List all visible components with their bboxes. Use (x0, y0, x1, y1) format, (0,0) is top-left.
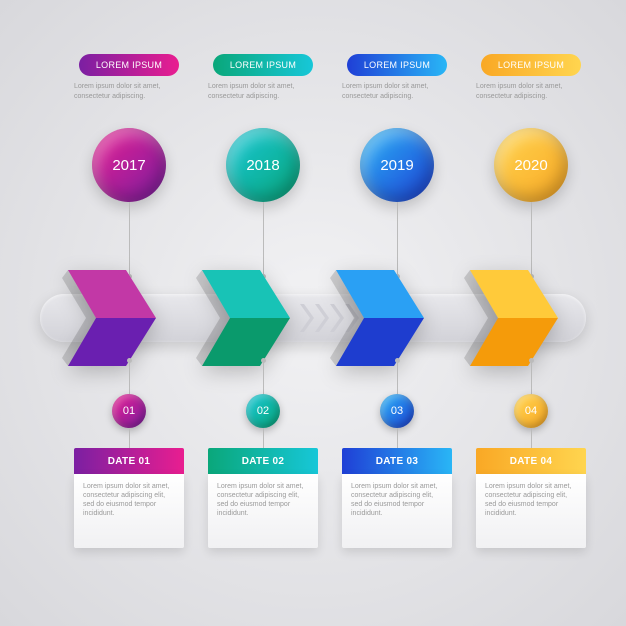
top-title-pill: LOREM IPSUM (347, 54, 447, 76)
chevron-icon (464, 270, 564, 371)
detail-card: Lorem ipsum dolor sit amet, consectetur … (476, 474, 586, 548)
top-title-pill: LOREM IPSUM (481, 54, 581, 76)
year-circle: 2020 (494, 128, 568, 202)
date-header: DATE 03 (342, 448, 452, 474)
top-title-pill: LOREM IPSUM (213, 54, 313, 76)
top-title-pill: LOREM IPSUM (79, 54, 179, 76)
mini-chevron-icon (315, 304, 329, 332)
detail-card: Lorem ipsum dolor sit amet, consectetur … (208, 474, 318, 548)
top-body-text: Lorem ipsum dolor sit amet, consectetur … (476, 82, 586, 102)
chevron-icon (62, 270, 162, 371)
year-circle: 2017 (92, 128, 166, 202)
connector-line (531, 428, 532, 448)
detail-card: Lorem ipsum dolor sit amet, consectetur … (74, 474, 184, 548)
step-badge: 02 (246, 394, 280, 428)
year-circle: 2018 (226, 128, 300, 202)
date-header: DATE 01 (74, 448, 184, 474)
top-body-text: Lorem ipsum dolor sit amet, consectetur … (342, 82, 452, 102)
step-badge: 03 (380, 394, 414, 428)
timeline-infographic: LOREM IPSUM Lorem ipsum dolor sit amet, c… (0, 0, 626, 626)
detail-card: Lorem ipsum dolor sit amet, consectetur … (342, 474, 452, 548)
connector-line (263, 428, 264, 448)
step-badge: 01 (112, 394, 146, 428)
year-circle: 2019 (360, 128, 434, 202)
top-body-text: Lorem ipsum dolor sit amet, consectetur … (74, 82, 184, 102)
connector-line (397, 202, 398, 276)
date-header: DATE 02 (208, 448, 318, 474)
mini-chevron-icon (300, 304, 314, 332)
connector-line (129, 428, 130, 448)
chevron-icon (196, 270, 296, 371)
connector-line (263, 202, 264, 276)
connector-line (397, 428, 398, 448)
connector-line (129, 202, 130, 276)
connector-line (531, 202, 532, 276)
date-header: DATE 04 (476, 448, 586, 474)
chevron-icon (330, 270, 430, 371)
step-badge: 04 (514, 394, 548, 428)
top-body-text: Lorem ipsum dolor sit amet, consectetur … (208, 82, 318, 102)
